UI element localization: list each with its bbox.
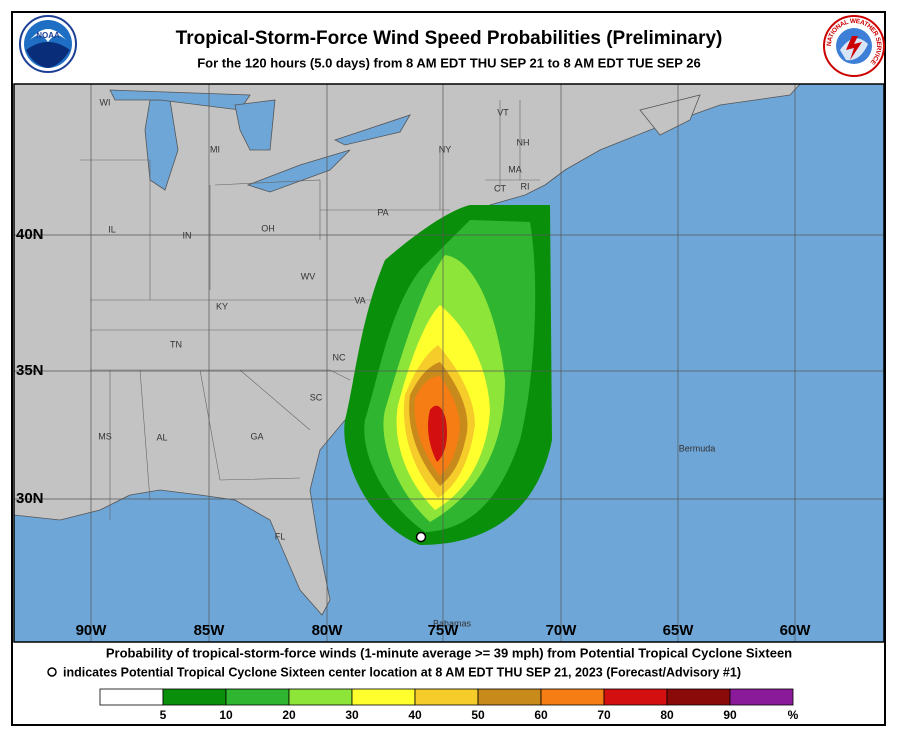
region-label: VA <box>354 295 365 305</box>
legend-label: 20 <box>282 708 296 722</box>
legend-swatch <box>162 688 227 706</box>
title: Tropical-Storm-Force Wind Speed Probabil… <box>176 28 723 49</box>
latitude-label: 40N <box>16 226 44 243</box>
region-label: KY <box>216 301 228 311</box>
region-label: Bermuda <box>679 443 716 453</box>
region-label: NH <box>517 137 530 147</box>
probability-contours <box>344 205 552 545</box>
region-label: MS <box>98 431 112 441</box>
legend-label: 10 <box>219 708 233 722</box>
map-border <box>13 83 885 643</box>
legend-label: 50 <box>471 708 485 722</box>
legend-label: 90 <box>723 708 737 722</box>
island <box>639 94 701 136</box>
legend-label: 60 <box>534 708 548 722</box>
longitude-label: 75W <box>428 622 460 639</box>
region-label: NY <box>439 144 452 154</box>
noaa-text: NOAA <box>36 31 60 40</box>
legend-swatch <box>225 688 290 706</box>
region-label: RI <box>521 181 530 191</box>
region-label: AL <box>156 432 167 442</box>
legend-swatch <box>414 688 479 706</box>
longitude-label: 90W <box>76 622 108 639</box>
region-label: TN <box>170 339 182 349</box>
latitude-label: 30N <box>16 490 44 507</box>
latitude-label: 35N <box>16 362 44 379</box>
region-label: IN <box>183 230 192 240</box>
longitude-label: 60W <box>780 622 812 639</box>
legend-swatch <box>666 688 731 706</box>
region-label: PA <box>377 207 388 217</box>
legend-label: 5 <box>160 708 167 722</box>
legend-swatch <box>99 688 164 706</box>
region-label: WV <box>301 271 316 281</box>
legend-swatch <box>540 688 605 706</box>
legend-swatch <box>477 688 542 706</box>
longitude-label: 80W <box>312 622 344 639</box>
legend-label: 40 <box>408 708 422 722</box>
region-label: FL <box>275 531 286 541</box>
region-label: SC <box>310 392 323 402</box>
center-marker <box>415 531 427 543</box>
region-label: MA <box>508 164 522 174</box>
noaa-logo: NOAA <box>19 15 77 73</box>
legend-label: 80 <box>660 708 674 722</box>
legend-label: % <box>788 708 799 722</box>
region-label: OH <box>261 223 275 233</box>
subtitle: For the 120 hours (5.0 days) from 8 AM E… <box>197 55 701 70</box>
graticule <box>14 84 884 642</box>
longitude-label: 65W <box>663 622 695 639</box>
region-label: MI <box>210 144 220 154</box>
marker-symbol <box>47 667 57 677</box>
great-lakes <box>109 89 411 193</box>
caption: Probability of tropical-storm-force wind… <box>106 645 792 660</box>
legend-swatch <box>603 688 668 706</box>
region-label: VT <box>497 107 509 117</box>
nws-logo: NATIONAL WEATHER SERVICE <box>823 15 885 77</box>
legend-label: 30 <box>345 708 359 722</box>
legend-swatch <box>729 688 794 706</box>
longitude-label: 70W <box>546 622 578 639</box>
legend-swatch <box>351 688 416 706</box>
legend-label: 70 <box>597 708 611 722</box>
region-label: NC <box>333 352 346 362</box>
state-borders <box>80 100 540 520</box>
region-label: CT <box>494 183 506 193</box>
longitude-label: 85W <box>194 622 226 639</box>
region-label: WI <box>100 97 111 107</box>
legend: 5 10 20 30 40 50 60 70 80 90% <box>99 688 799 722</box>
region-label: GA <box>250 431 263 441</box>
region-label: IL <box>108 224 116 234</box>
legend-swatch <box>288 688 353 706</box>
marker-note: indicates Potential Tropical Cyclone Six… <box>63 665 741 679</box>
region-label: Bahamas <box>433 618 472 628</box>
